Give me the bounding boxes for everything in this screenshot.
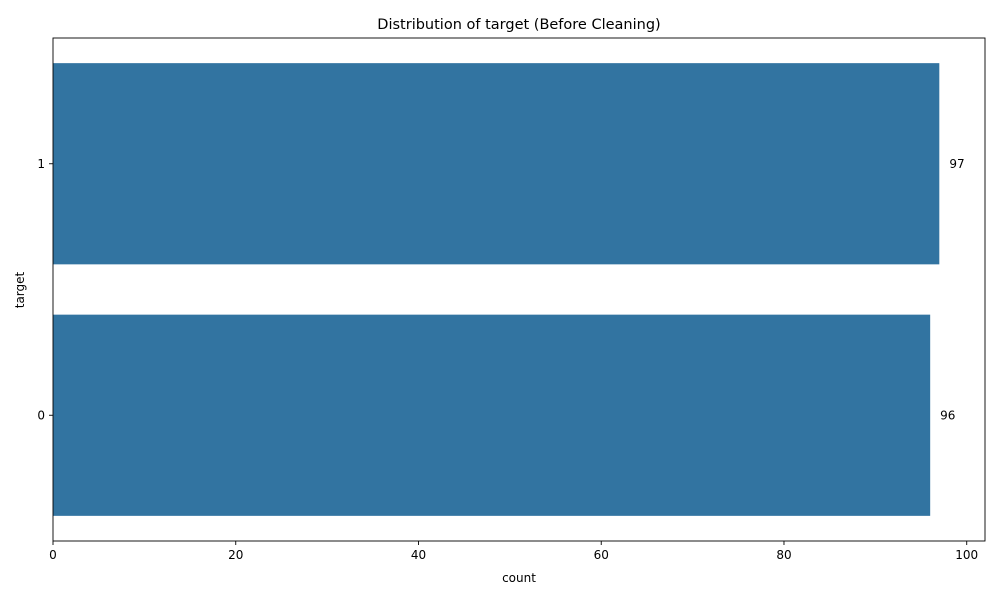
data-label-1: 97 (949, 157, 964, 171)
y-axis-label: target (13, 271, 27, 308)
x-tick-label-20: 20 (228, 548, 243, 562)
chart-title: Distribution of target (Before Cleaning) (377, 17, 660, 33)
y-axis-ticks: 10 (37, 157, 53, 422)
x-tick-label-80: 80 (776, 548, 791, 562)
x-tick-label-100: 100 (955, 548, 978, 562)
bars-group (53, 63, 940, 516)
bar-0 (53, 314, 931, 516)
x-axis-ticks: 0 20 40 60 80 100 (49, 541, 978, 562)
x-tick-label-40: 40 (411, 548, 426, 562)
data-label-0: 96 (940, 408, 955, 422)
y-tick-label-1: 1 (37, 157, 45, 171)
x-tick-label-60: 60 (594, 548, 609, 562)
x-axis-label: count (502, 571, 536, 585)
y-tick-label-0: 0 (37, 408, 45, 422)
data-labels-group: 97 96 (940, 157, 964, 423)
x-tick-label-0: 0 (49, 548, 57, 562)
bar-1 (53, 63, 940, 265)
plot-frame (52, 37, 986, 542)
